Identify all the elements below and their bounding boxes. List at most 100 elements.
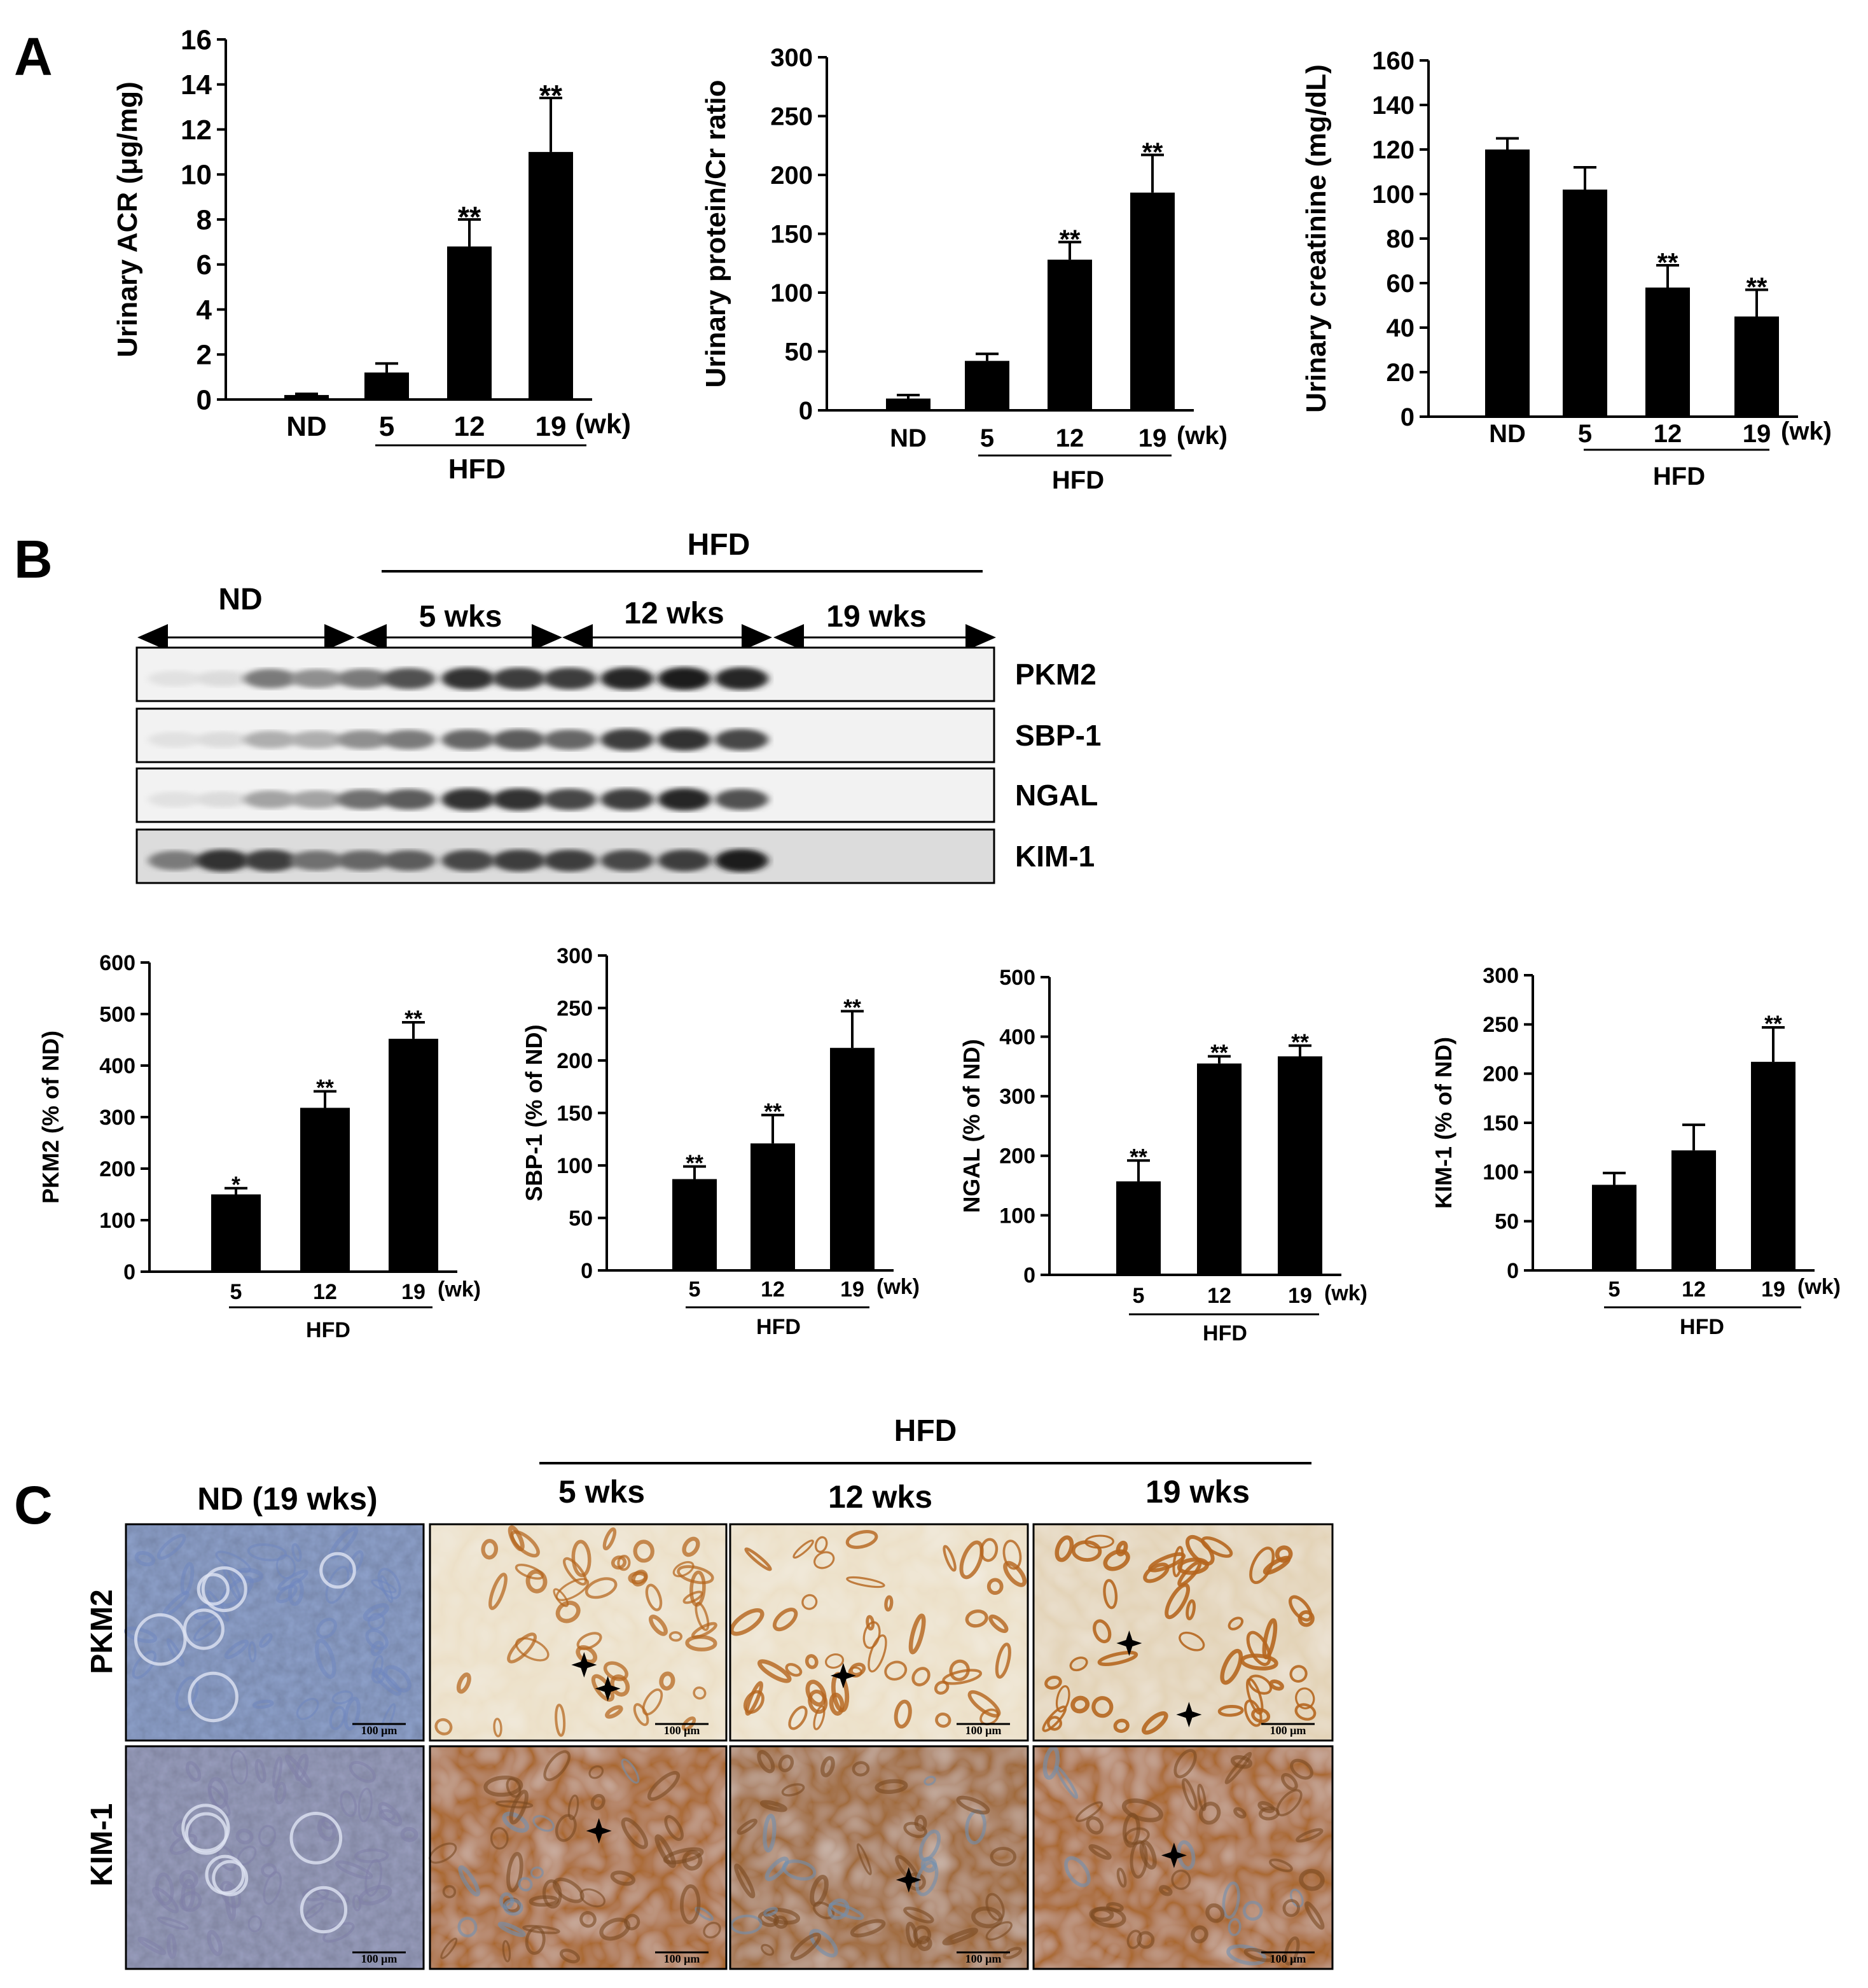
tissue-background — [430, 1746, 726, 1969]
tissue-structure — [617, 1554, 631, 1571]
tissue-structure — [1198, 1802, 1221, 1825]
unit-label: (wk) — [575, 408, 631, 440]
significance-label: ** — [1130, 1144, 1147, 1170]
tissue-structure — [903, 1907, 934, 1924]
tissue-structure — [965, 1609, 988, 1628]
tissue-structure — [329, 1706, 346, 1730]
blot-band — [336, 789, 390, 810]
tissue-structure — [490, 1827, 509, 1850]
blot-band — [543, 729, 597, 750]
tissue-structure — [1091, 1696, 1114, 1718]
tissue-structure — [169, 1833, 198, 1855]
histo-image-r1-c2: 100 μm — [429, 1523, 728, 1742]
blot-row-sbp-1: SBP-1 — [135, 707, 1101, 763]
tissue-structure — [734, 1863, 756, 1899]
tissue-structure — [181, 1879, 196, 1911]
blot-band — [441, 729, 495, 750]
glomerulus — [289, 1812, 343, 1865]
y-tick-label: 14 — [181, 69, 212, 101]
scale-bar-label: 100 μm — [361, 1724, 398, 1737]
y-tick-label: 120 — [1372, 136, 1415, 164]
tissue-structure — [1263, 1555, 1291, 1575]
y-tick-label: 300 — [1483, 964, 1519, 988]
category-label: 12 — [1207, 1284, 1231, 1308]
image-frame — [429, 1745, 728, 1970]
tissue-structure — [1158, 1885, 1173, 1896]
tissue-structure — [1165, 1583, 1191, 1620]
tissue-structure — [814, 1536, 828, 1554]
tissue-structure — [605, 1705, 623, 1719]
tissue-structure — [1075, 1801, 1104, 1823]
blot-band — [715, 667, 768, 690]
category-label: ND — [1489, 420, 1526, 448]
scale-bar-label: 100 μm — [1270, 1724, 1306, 1737]
tissue-structure — [1172, 1546, 1184, 1578]
tissue-structure — [1228, 1616, 1244, 1630]
blot-band — [658, 849, 711, 872]
tissue-structure — [845, 1530, 878, 1549]
tissue-structure — [642, 1688, 663, 1716]
tissue-structure — [506, 1852, 523, 1893]
tissue-structure — [291, 1543, 302, 1562]
tissue-structure — [363, 1603, 389, 1622]
tissue-structure — [1244, 1699, 1263, 1727]
tissue-structure — [633, 1703, 649, 1727]
tissue-structure — [340, 1790, 357, 1818]
category-label: 5 — [230, 1280, 242, 1304]
y-tick-label: 0 — [1507, 1259, 1519, 1283]
histo-hfd-label: HFD — [894, 1414, 957, 1448]
tissue-structure — [805, 1679, 827, 1707]
tissue-structure — [943, 1545, 957, 1572]
tissue-structure — [764, 1856, 789, 1882]
tissue-structure — [967, 1690, 1001, 1718]
tissue-structure — [908, 1613, 926, 1655]
tissue-structure — [488, 1573, 508, 1610]
tissue-structure — [956, 1795, 990, 1815]
tissue-structure — [585, 1577, 618, 1599]
tissue-structure — [689, 1570, 706, 1607]
significance-label: ** — [1657, 247, 1678, 277]
significance-label: ** — [1291, 1029, 1309, 1055]
group-label: HFD — [306, 1318, 350, 1342]
tissue-structure — [588, 1765, 604, 1779]
histo-image-r1-c4: 100 μm — [1032, 1523, 1334, 1742]
tissue-structure — [846, 1576, 885, 1588]
category-label: 5 — [379, 411, 394, 442]
bar — [1645, 288, 1690, 417]
histo-col-5wks: 5 wks — [558, 1474, 645, 1510]
tissue-structure — [258, 1825, 277, 1847]
histo-col-12wks: 12 wks — [828, 1479, 932, 1515]
tissue-structure — [193, 1602, 220, 1620]
tissue-structure — [247, 1915, 263, 1933]
tissue-structure — [259, 1633, 273, 1648]
blot-band — [658, 728, 711, 751]
blot-band — [715, 849, 768, 872]
tissue-structure — [1197, 1783, 1207, 1811]
tissue-structure — [1055, 1765, 1079, 1799]
tissue-structure — [884, 1595, 894, 1612]
tissue-structure — [235, 1828, 254, 1845]
tissue-structure — [248, 1641, 257, 1663]
tissue-structure — [502, 1940, 511, 1963]
significance-label: ** — [1210, 1040, 1228, 1066]
tissue-structure — [1249, 1547, 1275, 1584]
tissue-structure — [555, 1601, 581, 1623]
tissue-structure — [790, 1933, 822, 1961]
tissue-structure — [555, 1704, 566, 1737]
tissue-structure — [1243, 1947, 1275, 1963]
chart-4: 0 100 200 300 400 500 600 PKM2 (% of ND) * 5 ** 12 *… — [38, 951, 481, 1342]
tissue-structure — [990, 1847, 1016, 1866]
bar — [284, 394, 329, 400]
bar — [1278, 1056, 1322, 1275]
scale-bar-label: 100 μm — [664, 1724, 700, 1737]
bar — [1116, 1181, 1161, 1275]
tissue-structure — [773, 1915, 788, 1929]
blot-band — [244, 669, 297, 689]
category-label: 19 — [1288, 1284, 1312, 1308]
significance-label: * — [232, 1172, 240, 1197]
unit-label: (wk) — [1797, 1275, 1841, 1299]
tissue-structure — [995, 1643, 1011, 1679]
tissue-structure — [254, 1758, 266, 1784]
tissue-structure — [440, 1937, 458, 1959]
tissue-structure — [518, 1877, 533, 1892]
